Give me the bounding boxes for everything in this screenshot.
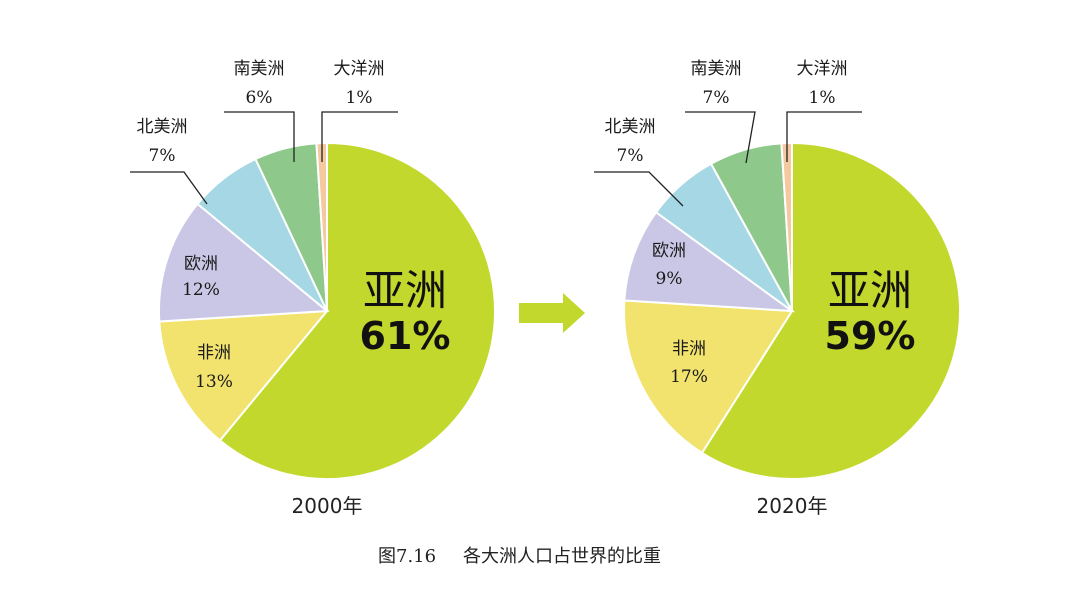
slice-label-europe: 欧洲 <box>184 254 218 274</box>
leader-line-oceania <box>321 111 398 162</box>
slice-percent-north-america: 7% <box>149 146 176 166</box>
chart-year-title: 2020年 <box>757 494 828 518</box>
pie-slice-europe <box>157 202 330 323</box>
slice-percent-south-america: 6% <box>246 88 273 108</box>
slice-percent-asia: 61% <box>360 314 451 358</box>
chart-year-title: 2000年 <box>292 494 363 518</box>
pie-slice-africa <box>158 309 330 442</box>
pie-slice-asia <box>700 141 961 480</box>
slice-label-north-america: 北美洲 <box>605 117 656 137</box>
slice-percent-north-america: 7% <box>617 146 644 166</box>
slice-percent-europe: 12% <box>182 280 220 300</box>
slice-label-africa: 非洲 <box>672 339 706 359</box>
slice-label-north-america: 北美洲 <box>137 117 188 137</box>
pie-slice-africa <box>622 299 794 455</box>
slice-label-asia: 亚洲 <box>363 266 447 315</box>
slice-label-europe: 欧洲 <box>652 241 686 261</box>
right-arrow-icon <box>519 293 585 333</box>
slice-label-south-america: 南美洲 <box>234 59 285 79</box>
slice-percent-oceania: 1% <box>346 88 373 108</box>
leader-line-south-america <box>224 111 295 162</box>
figure-caption: 各大洲人口占世界的比重 <box>463 546 661 567</box>
slice-percent-europe: 9% <box>656 269 683 289</box>
slice-percent-south-america: 7% <box>703 88 730 108</box>
slice-label-asia: 亚洲 <box>828 266 912 315</box>
leader-line-south-america <box>685 111 756 164</box>
leader-line-north-america <box>594 171 684 207</box>
slice-percent-africa: 13% <box>195 372 233 392</box>
pie-slice-europe <box>623 210 796 313</box>
slice-percent-africa: 17% <box>670 367 708 387</box>
pie-slice-asia <box>218 141 496 480</box>
figure-number: 图7.16 <box>378 546 436 567</box>
leader-line-oceania <box>786 111 862 162</box>
slice-label-africa: 非洲 <box>197 343 231 363</box>
leader-line-north-america <box>130 171 208 205</box>
slice-percent-oceania: 1% <box>809 88 836 108</box>
slice-percent-asia: 59% <box>825 314 916 358</box>
slice-label-oceania: 大洋洲 <box>797 59 848 79</box>
slice-label-oceania: 大洋洲 <box>334 59 385 79</box>
slice-label-south-america: 南美洲 <box>691 59 742 79</box>
